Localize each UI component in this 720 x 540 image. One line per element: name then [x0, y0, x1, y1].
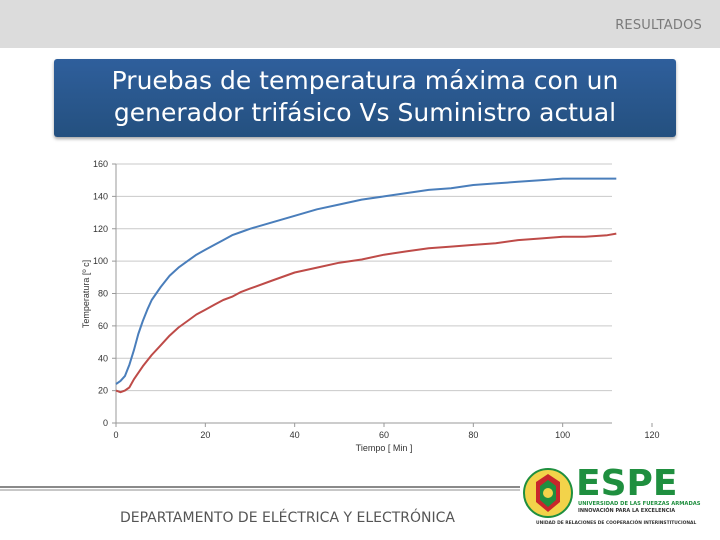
y-tick-label-20: 20 — [98, 386, 108, 396]
slide-title: Pruebas de temperatura máxima con un gen… — [54, 65, 676, 129]
x-tick-label-20: 20 — [200, 430, 210, 440]
y-tick-label-120: 120 — [93, 224, 108, 234]
y-tick-label-40: 40 — [98, 353, 108, 363]
logo-wordmark: ESPE — [576, 463, 678, 504]
x-tick-label-40: 40 — [290, 430, 300, 440]
y-axis-label: Temperatura [º c] — [81, 260, 91, 328]
footer-divider — [0, 486, 520, 491]
x-tick-label-60: 60 — [379, 430, 389, 440]
logo-tagline-1: UNIVERSIDAD DE LAS FUERZAS ARMADAS — [578, 501, 701, 507]
section-label: RESULTADOS — [615, 18, 702, 33]
series-line-2 — [115, 232, 617, 394]
y-tick-label-60: 60 — [98, 321, 108, 331]
x-tick-labels: 0 20 40 60 80 100 120 — [113, 430, 659, 440]
y-tick-label-80: 80 — [98, 289, 108, 299]
header-bar: RESULTADOS — [0, 0, 720, 48]
x-tick-label-80: 80 — [468, 430, 478, 440]
y-tick-label-160: 160 — [93, 159, 108, 169]
x-tick-label-100: 100 — [555, 430, 570, 440]
y-tick-label-0: 0 — [103, 418, 108, 428]
chart-grid — [116, 163, 612, 392]
x-axis-label: Tiempo [ Min ] — [356, 443, 413, 453]
department-footer: DEPARTAMENTO DE ELÉCTRICA Y ELECTRÓNICA — [120, 510, 455, 526]
slide-title-line-2: generador trifásico Vs Suministro actual — [113, 98, 617, 127]
x-tick-label-0: 0 — [113, 430, 118, 440]
y-tick-labels: 0 20 40 60 80 100 120 140 160 — [93, 159, 108, 428]
seal-icon — [523, 468, 573, 518]
series-line-1 — [115, 177, 617, 385]
y-tick-label-100: 100 — [93, 256, 108, 266]
chart-axes — [112, 163, 653, 427]
title-box: Pruebas de temperatura máxima con un gen… — [54, 59, 676, 137]
chart-series — [115, 177, 617, 394]
espe-logo: ESPE UNIVERSIDAD DE LAS FUERZAS ARMADAS … — [523, 463, 701, 526]
logo-tagline-3: UNIDAD DE RELACIONES DE COOPERACIÓN INTE… — [536, 519, 696, 526]
logo-tagline-2: INNOVACIÓN PARA LA EXCELENCIA — [578, 507, 675, 514]
y-tick-label-140: 140 — [93, 191, 108, 201]
x-tick-label-120: 120 — [644, 430, 659, 440]
slide-title-line-1: Pruebas de temperatura máxima con un — [111, 66, 619, 95]
